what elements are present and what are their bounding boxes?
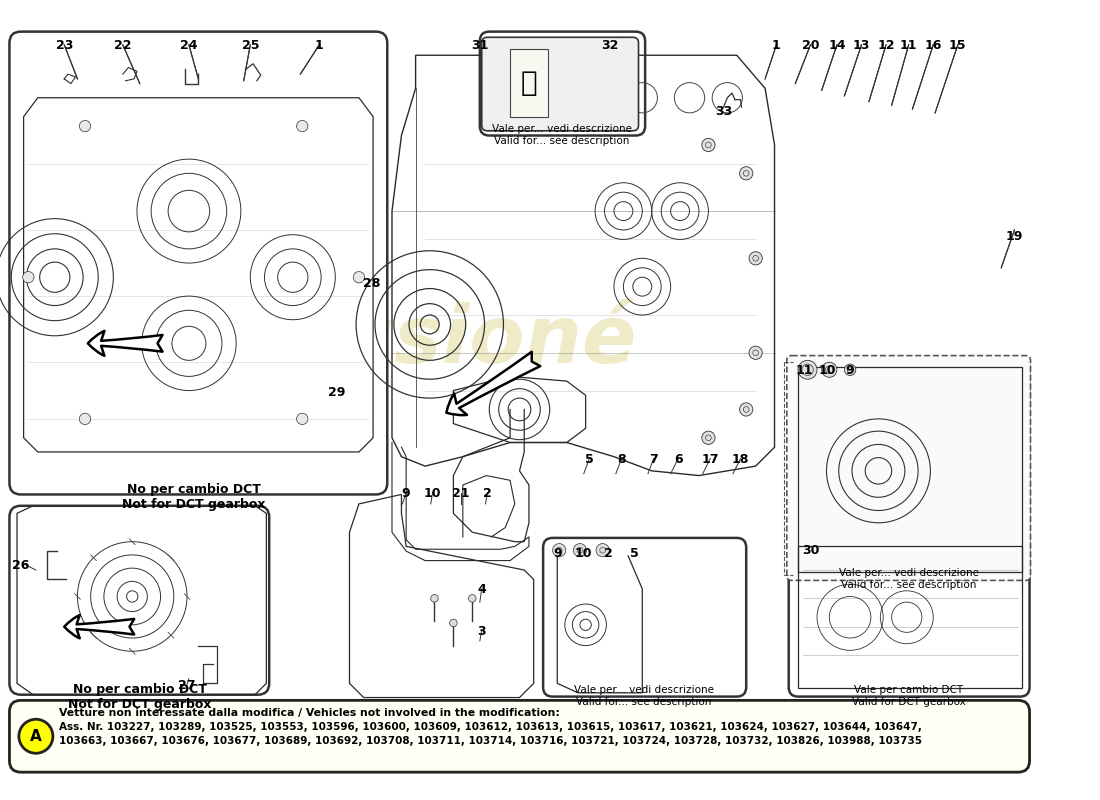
Text: 11: 11 xyxy=(796,364,814,377)
Text: Vale per... vedi descrizione
Valid for... see description: Vale per... vedi descrizione Valid for..… xyxy=(838,568,979,590)
Circle shape xyxy=(297,414,308,425)
Text: passioné: passioné xyxy=(235,298,638,380)
Text: 103663, 103667, 103676, 103677, 103689, 103692, 103708, 103711, 103714, 103716, : 103663, 103667, 103676, 103677, 103689, … xyxy=(58,736,922,746)
Text: 28: 28 xyxy=(363,278,379,290)
Circle shape xyxy=(79,121,90,132)
Circle shape xyxy=(552,543,565,557)
Text: 12: 12 xyxy=(877,39,894,52)
Circle shape xyxy=(19,719,53,754)
Text: No per cambio DCT
Not for DCT gearbox: No per cambio DCT Not for DCT gearbox xyxy=(122,483,265,511)
Circle shape xyxy=(79,414,90,425)
Text: 9: 9 xyxy=(553,547,562,560)
Text: 7: 7 xyxy=(649,453,658,466)
Circle shape xyxy=(702,431,715,444)
Circle shape xyxy=(799,360,817,379)
Text: 16: 16 xyxy=(924,39,942,52)
Circle shape xyxy=(431,594,438,602)
Text: 4: 4 xyxy=(477,583,486,596)
Text: 9: 9 xyxy=(846,364,855,377)
Text: 1: 1 xyxy=(315,39,323,52)
Circle shape xyxy=(573,543,586,557)
Text: 2: 2 xyxy=(483,487,492,500)
Circle shape xyxy=(23,271,34,283)
Text: 32: 32 xyxy=(602,39,619,52)
Text: 21: 21 xyxy=(452,487,470,500)
Text: 6: 6 xyxy=(674,453,682,466)
Text: 1: 1 xyxy=(772,39,781,52)
Text: 29: 29 xyxy=(328,386,345,399)
Text: 10: 10 xyxy=(424,487,441,500)
FancyBboxPatch shape xyxy=(543,538,746,697)
Text: Vale per... vedi descrizione
Valid for... see description: Vale per... vedi descrizione Valid for..… xyxy=(574,686,714,707)
Text: 22: 22 xyxy=(114,39,132,52)
Text: 13: 13 xyxy=(852,39,870,52)
Text: 11: 11 xyxy=(900,39,917,52)
Text: No per cambio DCT
Not for DCT gearbox: No per cambio DCT Not for DCT gearbox xyxy=(68,683,211,711)
Circle shape xyxy=(469,594,476,602)
Circle shape xyxy=(845,364,856,375)
Text: Vetture non interessate dalla modifica / Vehicles not involved in the modificati: Vetture non interessate dalla modifica /… xyxy=(58,708,560,718)
Text: 10: 10 xyxy=(818,364,836,377)
Text: 5: 5 xyxy=(585,453,594,466)
FancyBboxPatch shape xyxy=(10,32,387,494)
FancyBboxPatch shape xyxy=(482,38,638,131)
Circle shape xyxy=(596,543,609,557)
FancyBboxPatch shape xyxy=(10,700,1030,772)
Text: 30: 30 xyxy=(802,543,820,557)
Text: 20: 20 xyxy=(802,39,820,52)
Polygon shape xyxy=(510,49,548,117)
Text: 23: 23 xyxy=(55,39,73,52)
Text: 17: 17 xyxy=(702,453,719,466)
FancyBboxPatch shape xyxy=(789,358,1030,579)
Text: 33: 33 xyxy=(715,106,733,118)
Text: 8: 8 xyxy=(617,453,626,466)
Circle shape xyxy=(749,252,762,265)
FancyBboxPatch shape xyxy=(786,356,1031,581)
Circle shape xyxy=(353,271,364,283)
Text: 14: 14 xyxy=(828,39,846,52)
Text: A: A xyxy=(30,729,42,744)
Text: 2: 2 xyxy=(604,547,613,560)
Text: 26: 26 xyxy=(12,558,30,572)
Text: 15: 15 xyxy=(949,39,967,52)
Text: 9: 9 xyxy=(402,487,410,500)
Text: 18: 18 xyxy=(732,453,749,466)
Text: Ass. Nr. 103227, 103289, 103525, 103553, 103596, 103600, 103609, 103612, 103613,: Ass. Nr. 103227, 103289, 103525, 103553,… xyxy=(58,722,922,732)
Text: 31: 31 xyxy=(471,39,488,52)
Text: 27: 27 xyxy=(178,678,196,692)
Circle shape xyxy=(749,346,762,359)
Circle shape xyxy=(822,362,837,378)
Circle shape xyxy=(450,619,458,626)
Circle shape xyxy=(297,121,308,132)
Text: 24: 24 xyxy=(180,39,198,52)
Text: 25: 25 xyxy=(242,39,260,52)
FancyBboxPatch shape xyxy=(480,32,645,135)
FancyBboxPatch shape xyxy=(789,538,1030,697)
Text: Vale per cambio DCT
Valid for DCT gearbox: Vale per cambio DCT Valid for DCT gearbo… xyxy=(851,686,966,707)
FancyBboxPatch shape xyxy=(10,506,269,694)
Text: 🐎: 🐎 xyxy=(520,69,537,97)
Text: 10: 10 xyxy=(575,547,593,560)
Text: 19: 19 xyxy=(1005,230,1023,243)
Circle shape xyxy=(739,166,752,180)
Text: 5: 5 xyxy=(630,547,639,560)
Circle shape xyxy=(739,403,752,416)
Text: 3: 3 xyxy=(477,625,486,638)
Text: Vale per... vedi descrizione
Valid for... see description: Vale per... vedi descrizione Valid for..… xyxy=(492,124,632,146)
Circle shape xyxy=(702,138,715,151)
